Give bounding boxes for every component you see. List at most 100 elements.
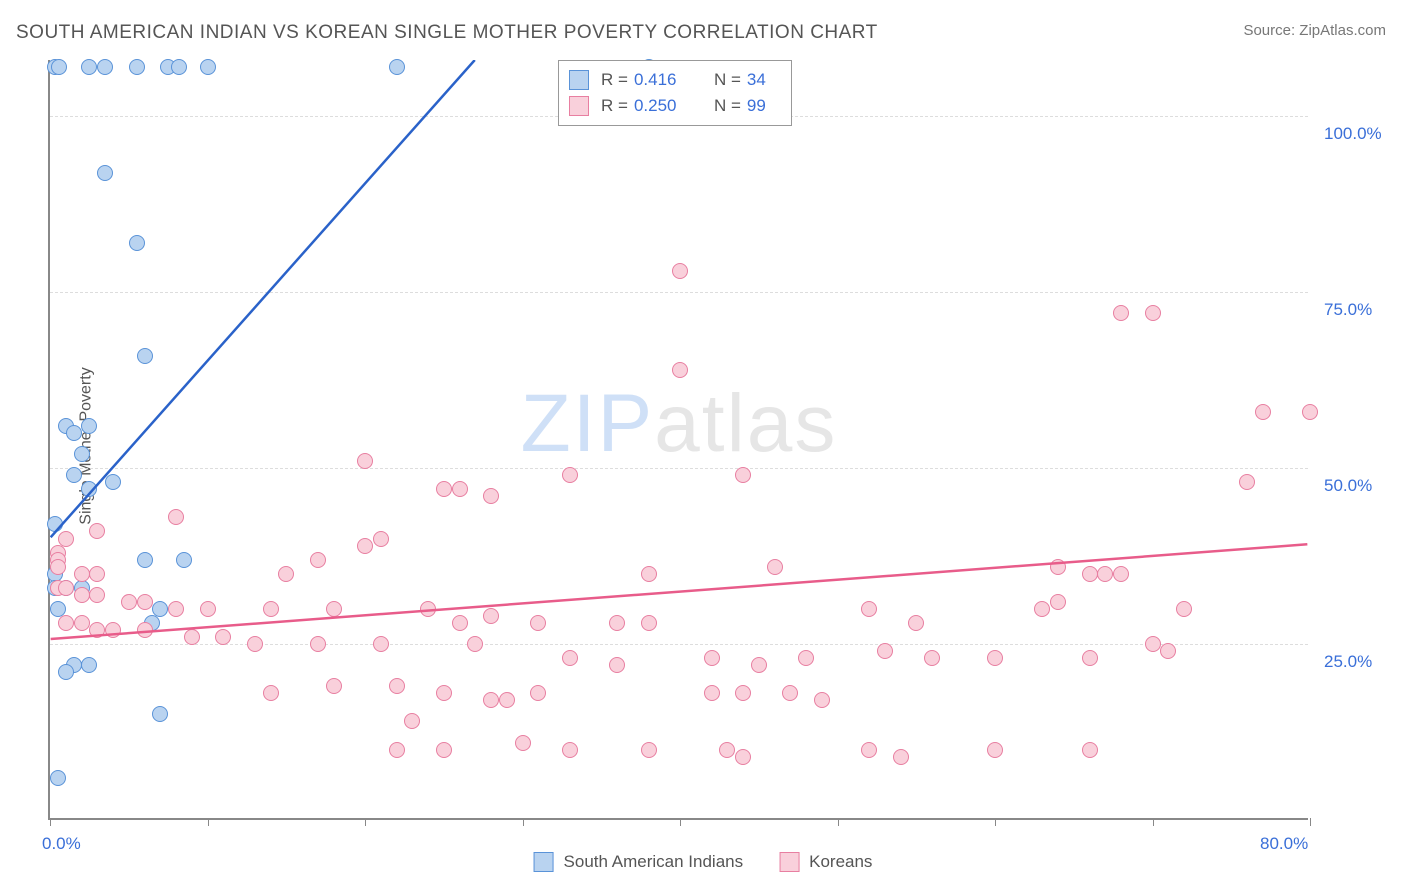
scatter-marker-series-1 [50, 559, 66, 575]
scatter-marker-series-1 [924, 650, 940, 666]
plot-area: ZIPatlas R = 0.416 N = 34 R = 0.250 N = … [48, 60, 1308, 820]
scatter-marker-series-1 [247, 636, 263, 652]
scatter-marker-series-1 [1082, 566, 1098, 582]
scatter-marker-series-0 [81, 657, 97, 673]
scatter-marker-series-1 [58, 580, 74, 596]
gridline-h [50, 468, 1308, 469]
scatter-marker-series-1 [1034, 601, 1050, 617]
scatter-marker-series-1 [137, 622, 153, 638]
scatter-marker-series-1 [184, 629, 200, 645]
x-tick-label: 0.0% [42, 834, 81, 854]
scatter-marker-series-1 [200, 601, 216, 617]
scatter-marker-series-0 [66, 425, 82, 441]
scatter-marker-series-1 [814, 692, 830, 708]
scatter-marker-series-0 [81, 418, 97, 434]
scatter-marker-series-1 [562, 650, 578, 666]
scatter-marker-series-1 [798, 650, 814, 666]
scatter-marker-series-1 [74, 587, 90, 603]
scatter-marker-series-1 [1082, 742, 1098, 758]
scatter-marker-series-1 [562, 742, 578, 758]
x-tick-mark [1310, 818, 1311, 826]
scatter-marker-series-0 [129, 59, 145, 75]
scatter-marker-series-1 [1160, 643, 1176, 659]
scatter-marker-series-1 [562, 467, 578, 483]
scatter-marker-series-0 [50, 770, 66, 786]
scatter-marker-series-1 [310, 636, 326, 652]
scatter-marker-series-1 [263, 685, 279, 701]
scatter-marker-series-1 [672, 362, 688, 378]
scatter-marker-series-0 [389, 59, 405, 75]
scatter-marker-series-1 [1050, 559, 1066, 575]
scatter-marker-series-1 [326, 601, 342, 617]
bottom-legend: South American Indians Koreans [534, 852, 873, 872]
gridline-h [50, 292, 1308, 293]
legend-r-eq: R = [601, 67, 628, 93]
scatter-marker-series-1 [877, 643, 893, 659]
scatter-marker-series-1 [735, 467, 751, 483]
scatter-marker-series-0 [97, 165, 113, 181]
scatter-marker-series-1 [1255, 404, 1271, 420]
scatter-marker-series-1 [908, 615, 924, 631]
x-tick-mark [1153, 818, 1154, 826]
scatter-marker-series-1 [373, 636, 389, 652]
scatter-marker-series-0 [137, 552, 153, 568]
scatter-marker-series-1 [893, 749, 909, 765]
x-tick-mark [838, 818, 839, 826]
bottom-legend-label-1: Koreans [809, 852, 872, 872]
scatter-marker-series-1 [436, 685, 452, 701]
scatter-marker-series-1 [1145, 305, 1161, 321]
watermark: ZIPatlas [521, 377, 838, 471]
chart-title: SOUTH AMERICAN INDIAN VS KOREAN SINGLE M… [16, 22, 878, 44]
scatter-marker-series-1 [137, 594, 153, 610]
scatter-marker-series-0 [51, 59, 67, 75]
scatter-marker-series-0 [58, 664, 74, 680]
scatter-marker-series-1 [168, 601, 184, 617]
legend-row-series-0: R = 0.416 N = 34 [569, 67, 775, 93]
scatter-marker-series-0 [200, 59, 216, 75]
scatter-marker-series-1 [1097, 566, 1113, 582]
legend-r-eq: R = [601, 93, 628, 119]
legend-r-1: 0.250 [634, 93, 690, 119]
scatter-marker-series-1 [168, 509, 184, 525]
trend-lines [50, 60, 1308, 818]
scatter-marker-series-0 [105, 474, 121, 490]
scatter-marker-series-1 [861, 601, 877, 617]
scatter-marker-series-1 [1082, 650, 1098, 666]
scatter-marker-series-1 [436, 481, 452, 497]
scatter-marker-series-1 [483, 488, 499, 504]
scatter-marker-series-1 [215, 629, 231, 645]
scatter-marker-series-1 [704, 685, 720, 701]
scatter-marker-series-1 [735, 685, 751, 701]
x-tick-mark [208, 818, 209, 826]
chart-container: SOUTH AMERICAN INDIAN VS KOREAN SINGLE M… [0, 0, 1406, 892]
y-tick-label: 100.0% [1324, 124, 1382, 144]
scatter-marker-series-1 [74, 566, 90, 582]
gridline-h [50, 644, 1308, 645]
scatter-marker-series-1 [121, 594, 137, 610]
bottom-legend-swatch-1 [779, 852, 799, 872]
scatter-marker-series-1 [452, 481, 468, 497]
y-tick-label: 75.0% [1324, 300, 1372, 320]
scatter-marker-series-1 [1050, 594, 1066, 610]
scatter-marker-series-1 [357, 538, 373, 554]
scatter-marker-series-0 [81, 59, 97, 75]
scatter-marker-series-0 [47, 516, 63, 532]
legend-n-0: 34 [747, 67, 775, 93]
legend-swatch-1 [569, 96, 589, 116]
scatter-marker-series-1 [89, 566, 105, 582]
scatter-marker-series-1 [483, 608, 499, 624]
y-tick-label: 50.0% [1324, 476, 1372, 496]
scatter-marker-series-1 [861, 742, 877, 758]
scatter-marker-series-1 [436, 742, 452, 758]
scatter-marker-series-0 [176, 552, 192, 568]
trend-line-series-1 [51, 544, 1308, 639]
scatter-marker-series-1 [1302, 404, 1318, 420]
scatter-marker-series-1 [452, 615, 468, 631]
x-tick-mark [50, 818, 51, 826]
scatter-marker-series-1 [467, 636, 483, 652]
x-tick-mark [995, 818, 996, 826]
watermark-zip: ZIP [521, 378, 655, 469]
scatter-marker-series-1 [767, 559, 783, 575]
scatter-marker-series-1 [1113, 566, 1129, 582]
scatter-marker-series-1 [389, 742, 405, 758]
